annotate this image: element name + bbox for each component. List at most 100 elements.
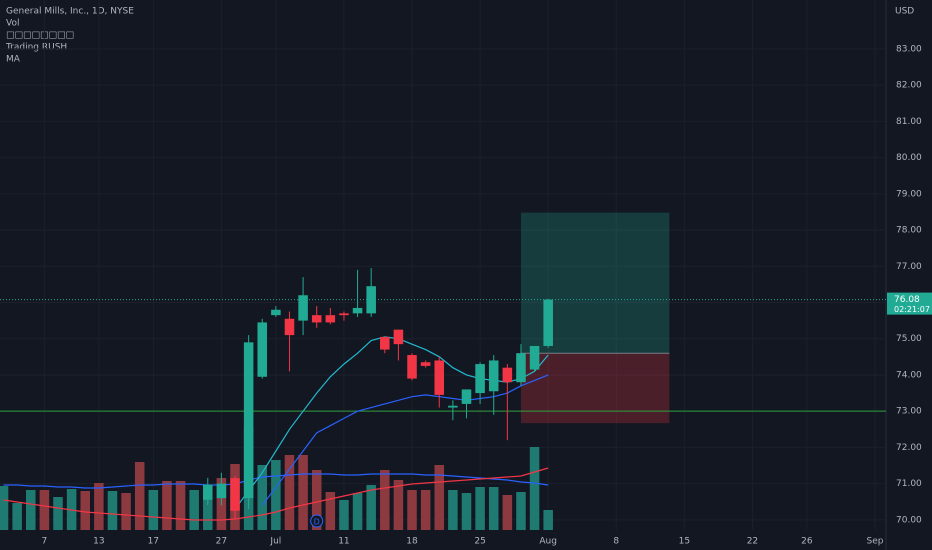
- volume-bar: [80, 491, 91, 530]
- candle-body: [420, 362, 431, 366]
- candle-body: [271, 309, 281, 316]
- volume-bar: [393, 480, 404, 530]
- volume-bar: [502, 495, 513, 530]
- volume-bar: [529, 447, 540, 530]
- stop-zone: [520, 353, 670, 424]
- candle-body: [461, 389, 472, 404]
- y-tick-label: 74.00: [896, 370, 922, 380]
- candle-body: [475, 364, 485, 394]
- candle-body: [529, 345, 540, 370]
- volume-bar: [352, 493, 363, 530]
- countdown-label: 02:21:07: [894, 305, 930, 314]
- volume-bar: [366, 485, 376, 530]
- currency-label: USD: [895, 7, 914, 17]
- x-tick-label: 13: [93, 537, 104, 547]
- y-tick-label: 77.00: [896, 262, 922, 272]
- x-tick-label: 15: [679, 537, 690, 547]
- volume-bar: [448, 490, 458, 530]
- volume-bar: [380, 470, 390, 530]
- y-tick-label: 79.00: [896, 189, 922, 199]
- candle-body: [488, 360, 499, 392]
- volume-bar: [434, 465, 445, 530]
- volume-bar: [53, 497, 63, 530]
- volume-bar: [475, 487, 485, 530]
- volume-bar: [284, 455, 295, 530]
- volume-bar: [134, 462, 145, 530]
- y-tick-label: 72.00: [896, 443, 922, 453]
- candle-body: [543, 299, 553, 346]
- x-tick-label: Jul: [269, 537, 281, 547]
- x-tick-label: Aug: [539, 537, 557, 547]
- ma-line: [261, 374, 549, 506]
- volume-bar: [175, 481, 186, 530]
- x-tick-label: 11: [338, 537, 349, 547]
- volume-bar: [257, 465, 268, 530]
- target-zone: [520, 212, 670, 354]
- x-tick-label: 17: [148, 537, 159, 547]
- candle-body: [311, 315, 322, 323]
- y-tick-label: 82.00: [896, 81, 922, 91]
- volume-bar: [325, 492, 336, 530]
- volume-bar: [488, 487, 499, 530]
- x-tick-label: 26: [801, 537, 813, 547]
- y-tick-label: 81.00: [896, 117, 922, 127]
- y-tick-label: 75.00: [896, 334, 922, 344]
- candle-body: [516, 353, 526, 383]
- event-marker: [310, 514, 324, 528]
- candle-body: [243, 342, 254, 499]
- candle-body: [352, 307, 363, 314]
- candle-body: [434, 360, 445, 395]
- x-tick-label: 27: [216, 537, 227, 547]
- indicator-label: MA: [6, 55, 21, 65]
- candle-body: [325, 315, 336, 323]
- volume-bar: [107, 491, 118, 530]
- volume-bar: [311, 470, 322, 530]
- volume-bar: [271, 460, 281, 530]
- chart-title: General Mills, Inc., 1D, NYSE: [6, 7, 134, 17]
- volume-bar: [94, 483, 104, 530]
- y-tick-label: 71.00: [896, 479, 922, 489]
- x-tick-label: 18: [406, 537, 418, 547]
- y-tick-label: 83.00: [896, 44, 922, 54]
- volume-bar: [121, 493, 131, 530]
- volume-bar: [203, 500, 213, 530]
- x-tick-label: Sep: [866, 537, 883, 547]
- price-label-box: [887, 292, 932, 315]
- candle-body: [203, 484, 213, 500]
- volume-bar: [339, 500, 349, 530]
- volume-bar: [12, 503, 22, 530]
- x-tick-label: 7: [42, 537, 48, 547]
- volume-bar: [407, 490, 417, 530]
- volume-bar: [26, 490, 36, 530]
- candle-body: [393, 329, 404, 345]
- volume-bar: [148, 490, 159, 530]
- volume-bar: [461, 493, 472, 530]
- price-label: 76.08: [894, 295, 920, 305]
- candle-body: [339, 313, 349, 316]
- candle-body: [448, 405, 458, 408]
- volume-bar: [543, 510, 553, 530]
- volume-bar: [420, 490, 431, 530]
- indicator-label: Trading RUSH: [5, 43, 67, 53]
- candle-body: [298, 295, 308, 321]
- candle-body: [407, 355, 417, 379]
- volume-ma-line: [3, 473, 549, 489]
- x-tick-label: 25: [474, 537, 485, 547]
- candle-body: [366, 286, 376, 314]
- candle-body: [502, 367, 513, 383]
- x-tick-label: 8: [613, 537, 619, 547]
- candle-body: [284, 318, 295, 336]
- y-tick-label: 70.00: [896, 515, 922, 525]
- indicator-label: □□□□□□□□: [6, 31, 74, 41]
- y-tick-label: 73.00: [896, 407, 922, 417]
- candle-body: [216, 483, 227, 499]
- volume-bar: [516, 492, 526, 530]
- x-tick-label: 22: [747, 537, 758, 547]
- volume-bar: [189, 490, 199, 530]
- event-marker-label: D: [314, 518, 320, 527]
- y-tick-label: 78.00: [896, 226, 922, 236]
- indicator-label: Vol: [6, 19, 19, 29]
